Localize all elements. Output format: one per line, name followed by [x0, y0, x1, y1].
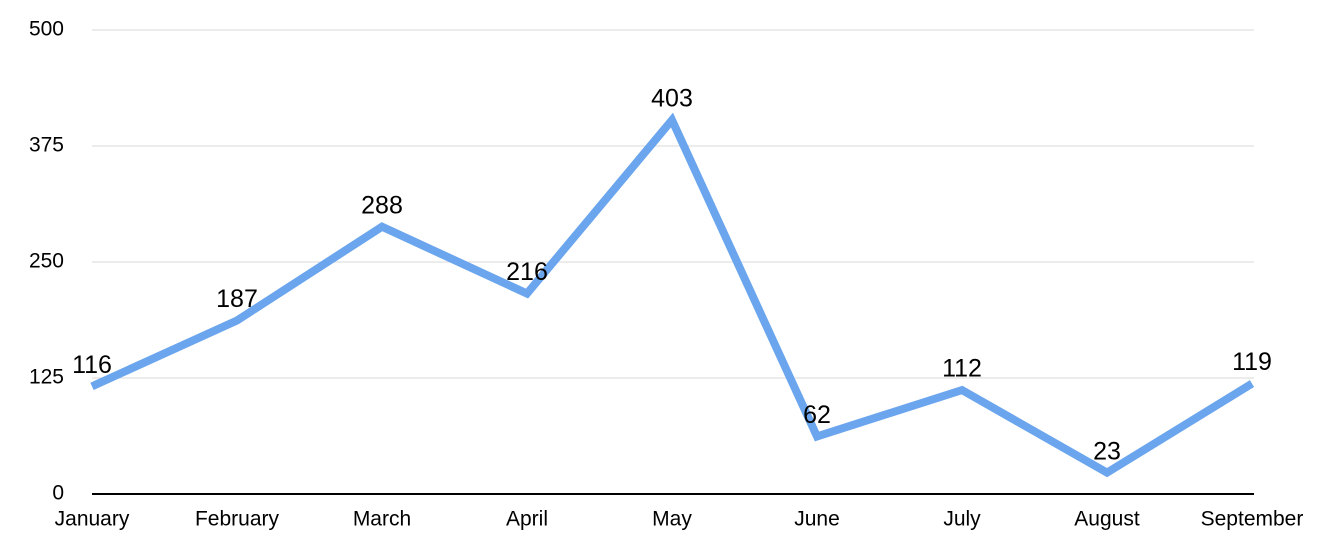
value-label: 23: [1093, 437, 1121, 465]
x-tick-label: August: [1074, 508, 1140, 531]
y-tick-label: 125: [29, 366, 64, 389]
x-tick-label: July: [943, 508, 981, 531]
x-tick-label: June: [794, 508, 840, 531]
x-tick-label: January: [55, 508, 130, 531]
value-label: 116: [72, 351, 112, 379]
x-tick-label: September: [1201, 508, 1304, 531]
y-tick-label: 0: [52, 482, 64, 505]
x-tick-label: April: [506, 508, 548, 531]
value-label: 112: [942, 355, 982, 383]
y-tick-label: 500: [29, 18, 64, 41]
x-tick-label: May: [652, 508, 692, 531]
value-label: 187: [216, 285, 258, 313]
data-line: [90, 112, 1255, 478]
value-label: 403: [651, 85, 693, 113]
value-label: 62: [803, 401, 831, 429]
x-tick-label: February: [195, 508, 280, 531]
value-label: 216: [506, 258, 548, 286]
y-tick-label: 375: [29, 134, 64, 157]
y-tick-label: 250: [29, 250, 64, 273]
value-label: 119: [1232, 348, 1272, 376]
x-tick-label: March: [353, 508, 411, 531]
value-label: 288: [361, 191, 403, 219]
